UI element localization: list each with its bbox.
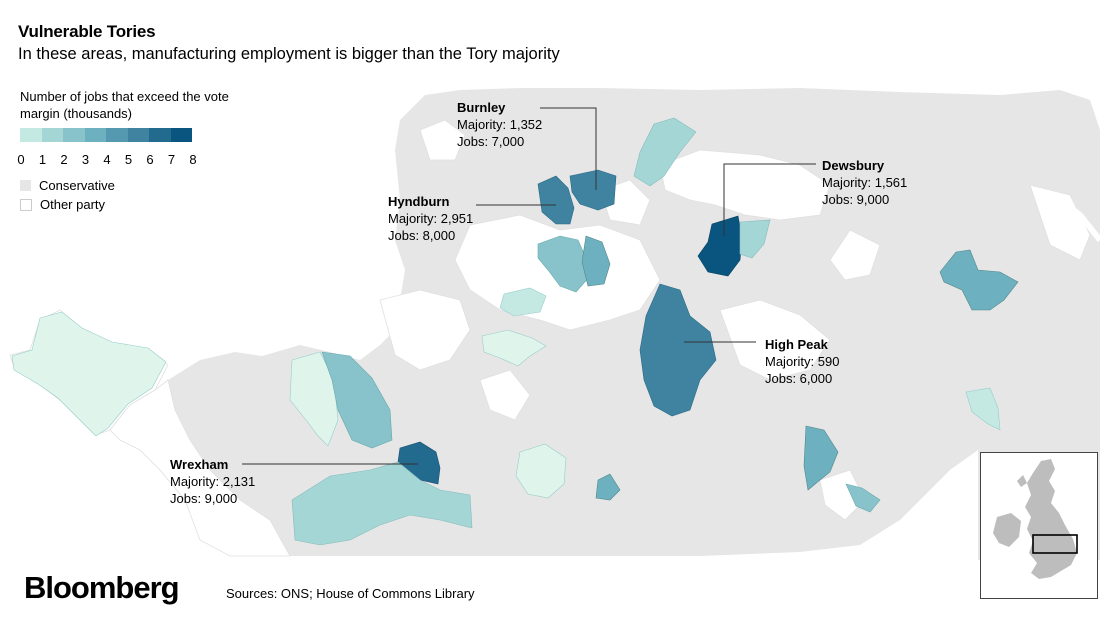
callout-hyndburn: Hyndburn Majority: 2,951 Jobs: 8,000 bbox=[388, 193, 473, 244]
legend-swatch bbox=[149, 128, 171, 142]
callout-high-peak: High Peak Majority: 590 Jobs: 6,000 bbox=[765, 336, 839, 387]
legend-tick-label: 5 bbox=[124, 152, 133, 167]
callout-majority: Majority: 1,352 bbox=[457, 117, 543, 132]
inset-uk-outline bbox=[993, 459, 1078, 579]
coastline-river bbox=[1058, 197, 1100, 242]
legend-conservative: Conservative bbox=[20, 178, 115, 193]
legend-swatch bbox=[106, 128, 128, 142]
legend-swatch bbox=[41, 128, 63, 142]
constituency-region-1[interactable] bbox=[289, 351, 339, 447]
constituency-burnley[interactable] bbox=[569, 169, 617, 211]
constituency-region-3[interactable] bbox=[291, 461, 473, 546]
legend-swatch bbox=[63, 128, 85, 142]
callout-jobs: Jobs: 7,000 bbox=[457, 134, 525, 149]
source-note: Sources: ONS; House of Commons Library bbox=[226, 586, 475, 601]
legend-tick-label: 0 bbox=[17, 152, 25, 167]
constituency-region-15[interactable] bbox=[845, 483, 881, 513]
constituency-region-14[interactable] bbox=[803, 425, 839, 491]
callout-name: Wrexham bbox=[170, 457, 229, 472]
legend-other-party: Other party bbox=[20, 197, 105, 212]
callout-burnley: Burnley Majority: 1,352 Jobs: 7,000 bbox=[457, 99, 542, 150]
legend-title: Number of jobs that exceed the vote marg… bbox=[20, 89, 229, 121]
constituency-region-10[interactable] bbox=[633, 117, 697, 187]
constituency-region-6[interactable] bbox=[481, 329, 547, 367]
constituency-high-peak[interactable] bbox=[639, 283, 717, 417]
callout-majority: Majority: 1,561 bbox=[822, 175, 908, 190]
chart-title: Vulnerable Tories bbox=[18, 22, 156, 41]
land-conservative bbox=[168, 88, 1100, 560]
callout-name: High Peak bbox=[765, 337, 828, 352]
callout-name: Dewsbury bbox=[822, 158, 885, 173]
chart-subtitle: In these areas, manufacturing employment… bbox=[18, 45, 560, 63]
other-party-label: Other party bbox=[40, 197, 106, 212]
legend-tick-label: 1 bbox=[38, 152, 47, 167]
callout-wrexham: Wrexham Majority: 2,131 Jobs: 9,000 bbox=[170, 456, 255, 507]
bloomberg-logo: Bloomberg bbox=[24, 570, 180, 605]
callout-name: Burnley bbox=[457, 100, 506, 115]
legend-swatch bbox=[84, 128, 106, 142]
callout-majority: Majority: 2,131 bbox=[170, 474, 256, 489]
constituency-region-2[interactable] bbox=[321, 351, 393, 449]
other-party-swatch bbox=[20, 198, 32, 211]
legend-swatch bbox=[127, 128, 149, 142]
constituency-anglesey[interactable] bbox=[11, 311, 167, 437]
constituency-region-8[interactable] bbox=[537, 235, 591, 293]
legend-swatch bbox=[170, 128, 192, 142]
constituency-hyndburn[interactable] bbox=[537, 175, 575, 225]
leader-lines bbox=[242, 107, 816, 465]
legend-color-scale bbox=[20, 128, 192, 144]
constituency-region-11[interactable] bbox=[739, 219, 771, 259]
legend-swatch bbox=[20, 128, 42, 142]
legend-tick-label: 6 bbox=[146, 152, 154, 167]
inset-locator-map bbox=[980, 452, 1098, 599]
callout-jobs: Jobs: 9,000 bbox=[822, 192, 890, 207]
constituency-region-7[interactable] bbox=[499, 287, 547, 317]
callout-name: Hyndburn bbox=[388, 194, 450, 209]
callout-majority: Majority: 590 bbox=[765, 354, 840, 369]
callout-majority: Majority: 2,951 bbox=[388, 211, 474, 226]
constituency-region-9[interactable] bbox=[581, 235, 611, 287]
inset-extent-box bbox=[1032, 534, 1078, 554]
legend-tick-label: 3 bbox=[81, 152, 90, 167]
legend-tick-label: 7 bbox=[167, 152, 176, 167]
legend-tick-label: 4 bbox=[103, 152, 111, 167]
callout-dewsbury: Dewsbury Majority: 1,561 Jobs: 9,000 bbox=[822, 157, 907, 208]
legend-tick-label: 8 bbox=[189, 152, 197, 167]
constituency-region-4[interactable] bbox=[515, 443, 567, 499]
constituency-dewsbury[interactable] bbox=[697, 215, 743, 277]
callout-jobs: Jobs: 9,000 bbox=[170, 491, 238, 506]
constituency-region-13[interactable] bbox=[965, 387, 1001, 431]
conservative-label: Conservative bbox=[39, 178, 115, 193]
constituency-region-5[interactable] bbox=[595, 473, 621, 501]
conservative-swatch bbox=[20, 180, 31, 191]
legend-tick-label: 2 bbox=[60, 152, 68, 167]
constituency-region-12[interactable] bbox=[939, 249, 1019, 311]
land-other-party bbox=[379, 119, 1091, 521]
callout-jobs: Jobs: 6,000 bbox=[765, 371, 833, 386]
callout-jobs: Jobs: 8,000 bbox=[388, 228, 456, 243]
